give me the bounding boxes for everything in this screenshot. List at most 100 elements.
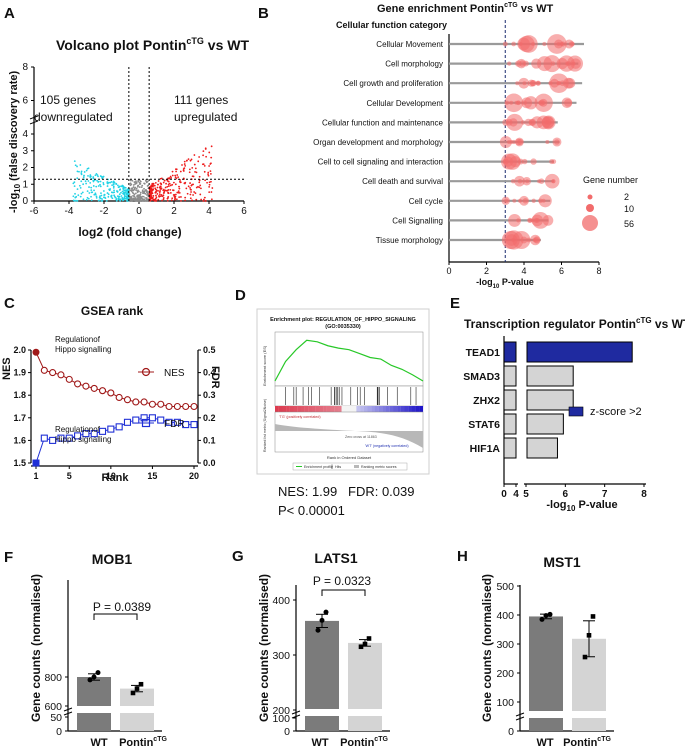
- rank-colorbar-cell: [312, 406, 316, 412]
- point-up: [167, 195, 170, 198]
- rank-colorbar-cell: [389, 406, 394, 412]
- bubble: [499, 135, 512, 149]
- point-up: [174, 174, 177, 177]
- point-ns: [137, 179, 140, 182]
- point-down: [77, 194, 80, 197]
- point-up: [159, 187, 162, 190]
- y-tick-label-left: 1.8: [13, 390, 26, 400]
- bubble: [560, 41, 566, 47]
- data-point: [91, 674, 97, 680]
- rank-colorbar-cell: [319, 406, 324, 412]
- bubble-legend-title: Gene number: [583, 175, 638, 185]
- point-down: [88, 192, 91, 194]
- es-profile: [274, 339, 424, 382]
- point-up: [200, 187, 202, 190]
- point-ns: [129, 179, 132, 182]
- point-up: [169, 175, 172, 178]
- rank-colorbar-cell: [400, 406, 405, 412]
- x-tick-label: 7: [602, 489, 608, 500]
- point-up: [210, 198, 213, 201]
- point-down: [118, 198, 121, 201]
- x-tick-label: 20: [189, 471, 199, 481]
- point-up: [154, 181, 157, 184]
- nes-point: [90, 384, 98, 392]
- y-tick-label: 0: [22, 196, 28, 207]
- point-ns: [145, 197, 148, 199]
- fdr-point: [165, 418, 173, 426]
- point-down: [82, 198, 85, 201]
- point-ns: [141, 184, 144, 187]
- point-up: [158, 186, 161, 189]
- bubble: [535, 218, 540, 223]
- point-down: [92, 179, 95, 182]
- point-up: [202, 150, 205, 153]
- point-up: [208, 183, 211, 186]
- point-up: [157, 198, 160, 201]
- point-up: [179, 180, 181, 183]
- legend-nes-label: NES: [164, 368, 185, 379]
- point-down: [101, 198, 103, 200]
- point-ns: [132, 184, 135, 186]
- gsea-legend-1: Enrichment profile: [304, 465, 333, 469]
- point-up: [151, 197, 154, 199]
- bubble: [508, 213, 521, 227]
- point-ns: [130, 190, 133, 193]
- point-down: [90, 186, 93, 189]
- x-tick-label: 0: [501, 489, 507, 500]
- rank-colorbar-cell: [297, 406, 301, 412]
- point-up: [162, 181, 165, 184]
- point-ns: [134, 181, 136, 184]
- gsea-rank-title: GSEA rank: [81, 304, 144, 318]
- data-point: [323, 609, 329, 615]
- y-tick-label: 400: [496, 610, 514, 622]
- point-up: [208, 185, 211, 188]
- point-up: [174, 193, 177, 196]
- point-up: [155, 189, 158, 192]
- point-up: [209, 170, 212, 173]
- enrichment-plot: 0 2 4 6 8 Cellular Movement Cell morphology Cel…: [313, 20, 602, 276]
- fdr-point: [123, 418, 132, 426]
- point-up: [182, 168, 185, 170]
- point-up: [187, 185, 190, 188]
- y-tick-label-left: 1.5: [13, 458, 26, 468]
- point-up: [155, 194, 157, 197]
- point-up: [166, 189, 168, 192]
- down-count: 105 genes: [40, 93, 96, 107]
- rank-colorbar-cell: [374, 406, 379, 412]
- bubble: [504, 198, 509, 204]
- bar: [77, 677, 111, 731]
- data-point: [366, 636, 372, 641]
- point-up: [199, 184, 202, 187]
- point-down: [87, 175, 89, 177]
- point-down: [97, 181, 100, 183]
- point-down: [86, 167, 89, 170]
- point-ns: [136, 194, 139, 197]
- data-point: [586, 633, 592, 638]
- y-tick-label-right: 0.2: [203, 413, 216, 423]
- point-down: [76, 177, 79, 180]
- point-up: [210, 180, 212, 183]
- point-up: [175, 198, 178, 201]
- point-up: [158, 195, 161, 198]
- data-point: [539, 616, 545, 622]
- point-down: [95, 196, 98, 199]
- bubble: [551, 179, 556, 184]
- rank-colorbar-cell: [323, 406, 327, 412]
- point-up: [189, 193, 192, 196]
- mst1-xcat-wt: WT: [536, 737, 553, 749]
- nes-point: [57, 371, 65, 379]
- point-up: [171, 170, 174, 173]
- data-point: [362, 641, 368, 647]
- mob1-pvalue: P = 0.0389: [93, 600, 151, 614]
- point-down: [79, 195, 82, 198]
- category-label: Cellular function and maintenance: [322, 118, 444, 127]
- point-down: [102, 190, 105, 192]
- tf-bar-seg-2: [526, 389, 574, 411]
- point-up: [163, 179, 166, 182]
- panel-d: D Enrichment plot: REGULATION_OF_HIPPO_S…: [235, 287, 430, 518]
- fdr-value: FDR: 0.039: [348, 484, 414, 499]
- bubble: [518, 35, 535, 53]
- point-up: [204, 200, 207, 202]
- category-label: Cellular Movement: [376, 40, 443, 49]
